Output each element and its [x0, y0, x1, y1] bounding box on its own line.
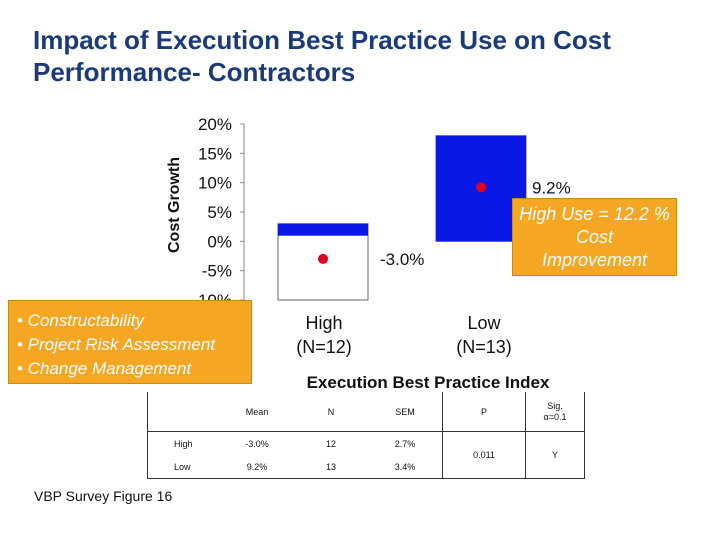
significance-cell: Y	[525, 431, 585, 479]
figure-caption: VBP Survey Figure 16	[34, 488, 173, 504]
page-title: Impact of Execution Best Practice Use on…	[33, 24, 693, 88]
category-count: (N=13)	[456, 337, 512, 357]
improvement-callout: High Use = 12.2 % Cost Improvement	[512, 198, 677, 276]
y-tick-label: 0%	[207, 232, 232, 251]
improvement-line-3: Improvement	[541, 250, 648, 270]
category-name: High	[305, 313, 343, 333]
category-name: Low	[467, 313, 501, 333]
bar	[278, 223, 368, 236]
practice-item: • Constructability	[17, 311, 144, 330]
y-axis-title: Cost Growth	[166, 157, 183, 253]
data-label: -3.0%	[380, 250, 424, 269]
category-count: (N=12)	[296, 337, 352, 357]
header-cell: N	[294, 392, 368, 432]
sem-cell: 3.4%	[368, 455, 443, 479]
sem-cell: 2.7%	[394, 438, 416, 449]
improvement-line-1: High Use = 12.2 %	[519, 204, 670, 224]
mean-point	[476, 182, 486, 193]
header-cell: Mean	[220, 392, 294, 432]
improvement-line-2: Cost	[575, 227, 613, 247]
title-line-1: Impact of Execution Best Practice Use on…	[33, 25, 611, 55]
p-value-cell: 0.011	[442, 431, 526, 479]
category-label-low: Low (N=13)	[424, 311, 544, 359]
y-tick-label: 20%	[198, 115, 232, 134]
y-tick-label: -5%	[202, 262, 232, 281]
header-cell: SEM	[368, 392, 443, 432]
n-cell: 12	[325, 438, 336, 449]
best-practices-callout: • Constructability • Project Risk Assess…	[8, 300, 252, 384]
table-row: High -3.0% 12 2.7% 0.011 Y	[147, 431, 585, 479]
mean-point	[318, 253, 328, 264]
y-tick-label: 15%	[198, 144, 232, 163]
practice-item: • Project Risk Assessment	[17, 335, 216, 354]
table-row: Low 9.2% 13 3.4%	[147, 455, 585, 479]
y-tick-label: 10%	[198, 174, 232, 193]
table-header-row: Mean N SEM P Sig. α=0.1	[147, 392, 585, 432]
row-label: Low	[147, 455, 220, 479]
header-cell: Sig. α=0.1	[525, 392, 585, 432]
statistics-table: Mean N SEM P Sig. α=0.1 High -3.0% 12 2.…	[147, 392, 585, 479]
header-cell: P	[442, 392, 526, 432]
mean-cell: -3.0%	[245, 438, 269, 449]
header-cell	[147, 392, 220, 432]
row-label: High	[147, 431, 220, 455]
category-label-high: High (N=12)	[264, 311, 384, 359]
x-axis-title: Execution Best Practice Index	[306, 373, 550, 392]
mean-cell: 9.2%	[220, 455, 294, 479]
practice-item: • Change Management	[17, 359, 192, 378]
data-label: 9.2%	[532, 178, 571, 197]
title-line-2: Performance- Contractors	[33, 57, 356, 87]
y-tick-label: 5%	[207, 203, 232, 222]
n-cell: 13	[294, 455, 368, 479]
